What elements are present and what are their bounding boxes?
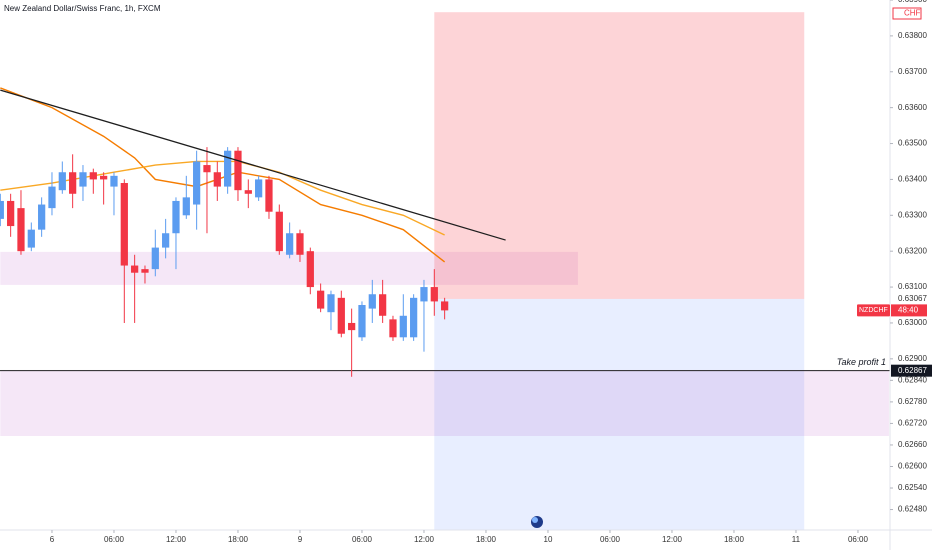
x-tick-label: 10 <box>544 535 553 544</box>
y-tick-label: 0.62480 <box>898 505 927 514</box>
x-tick-label: 18:00 <box>228 535 249 544</box>
x-tick-label: 12:00 <box>166 535 187 544</box>
candle-body <box>162 233 170 248</box>
candle-body <box>193 161 201 205</box>
candle-body <box>399 315 407 338</box>
y-tick-label: 0.63500 <box>898 139 927 148</box>
candle-body <box>79 172 87 187</box>
y-tick-label: 0.63600 <box>898 103 927 112</box>
candle-body <box>151 247 159 270</box>
candle-body <box>296 233 304 255</box>
candle-body <box>358 305 366 338</box>
candle-body <box>286 233 294 255</box>
candle-body <box>255 179 263 198</box>
y-tick-label: 0.63400 <box>898 175 927 184</box>
candle-body <box>120 183 128 266</box>
zone <box>0 369 889 436</box>
candle-body <box>441 301 449 311</box>
candle-body <box>317 290 325 309</box>
candle-body <box>182 197 190 216</box>
candle-body <box>172 200 180 234</box>
y-tick-label: 0.62660 <box>898 440 927 449</box>
y-tick-label: 0.63900 <box>898 0 927 4</box>
x-tick-label: 06:00 <box>600 535 621 544</box>
y-tick-label: 0.63700 <box>898 67 927 76</box>
candle-body <box>131 265 139 273</box>
x-tick-label: 12:00 <box>414 535 435 544</box>
x-tick-label: 12:00 <box>662 535 683 544</box>
globe-icon <box>531 516 543 528</box>
price-tag <box>891 364 932 377</box>
x-tick-label: 18:00 <box>476 535 497 544</box>
y-tick-label: 0.62840 <box>898 375 927 384</box>
candle-body <box>244 190 252 194</box>
y-tick-label: 0.63200 <box>898 246 927 255</box>
candle-body <box>265 179 273 212</box>
candle-body <box>379 294 387 316</box>
x-tick-label: 06:00 <box>104 535 125 544</box>
candle-body <box>306 251 314 288</box>
candle-body <box>89 172 97 180</box>
stop-area <box>434 12 805 299</box>
x-tick-label: 11 <box>792 535 801 544</box>
x-tick-label: 18:00 <box>724 535 745 544</box>
candle-body <box>368 294 376 309</box>
y-tick-label: 0.62780 <box>898 397 927 406</box>
candle-body <box>348 322 356 331</box>
y-tick-label: 0.62900 <box>898 354 927 363</box>
candle-body <box>141 269 149 273</box>
candle-body <box>327 294 335 313</box>
trendline <box>0 89 506 241</box>
y-tick-label: 0.62540 <box>898 483 927 492</box>
countdown-label: 48:40 <box>898 306 919 315</box>
symbol-tag <box>857 304 890 317</box>
candle-body <box>234 150 242 191</box>
currency-tag <box>892 7 922 20</box>
y-tick-label: 0.63800 <box>898 31 927 40</box>
chart-title: New Zealand Dollar/Swiss Franc, 1h, FXCM <box>4 4 161 13</box>
candle-body <box>58 172 66 191</box>
candle-body <box>48 186 56 209</box>
candle-body <box>420 287 428 302</box>
zone <box>0 251 578 285</box>
currency-label: CHF <box>904 9 921 18</box>
y-tick-label: 0.62600 <box>898 462 927 471</box>
moving-average <box>0 160 445 236</box>
moving-average <box>0 87 446 263</box>
x-tick-label: 06:00 <box>848 535 869 544</box>
candle-body <box>7 200 15 227</box>
candle-body <box>389 319 397 338</box>
y-tick-label: 0.62720 <box>898 419 927 428</box>
candle-body <box>38 204 46 230</box>
candle-body <box>224 150 232 187</box>
plot-area <box>0 12 890 530</box>
candle-body <box>17 208 25 252</box>
countdown-tag <box>891 304 927 317</box>
candle-body <box>69 172 77 194</box>
candle-body <box>275 211 283 252</box>
target-area <box>434 298 805 530</box>
y-tick-label: 0.63000 <box>898 318 927 327</box>
candle-body <box>0 200 4 219</box>
candle-body <box>110 175 118 187</box>
candle-body <box>337 297 345 334</box>
candle-body <box>410 297 418 338</box>
candle-body <box>100 175 108 180</box>
x-tick-label: 9 <box>298 535 303 544</box>
symbol-label: NZDCHF <box>859 307 888 314</box>
candle-body <box>27 229 35 248</box>
y-tick-label: 0.63300 <box>898 210 927 219</box>
candle-body <box>213 172 221 187</box>
y-tick-label: 0.63100 <box>898 282 927 291</box>
price-label: 0.63067 <box>898 294 927 303</box>
price-label: 0.62867 <box>898 366 927 375</box>
take-profit-label: Take profit 1 <box>837 357 886 367</box>
candle-body <box>203 165 211 173</box>
x-tick-label: 6 <box>50 535 55 544</box>
candle-body <box>430 287 438 302</box>
x-tick-label: 06:00 <box>352 535 373 544</box>
